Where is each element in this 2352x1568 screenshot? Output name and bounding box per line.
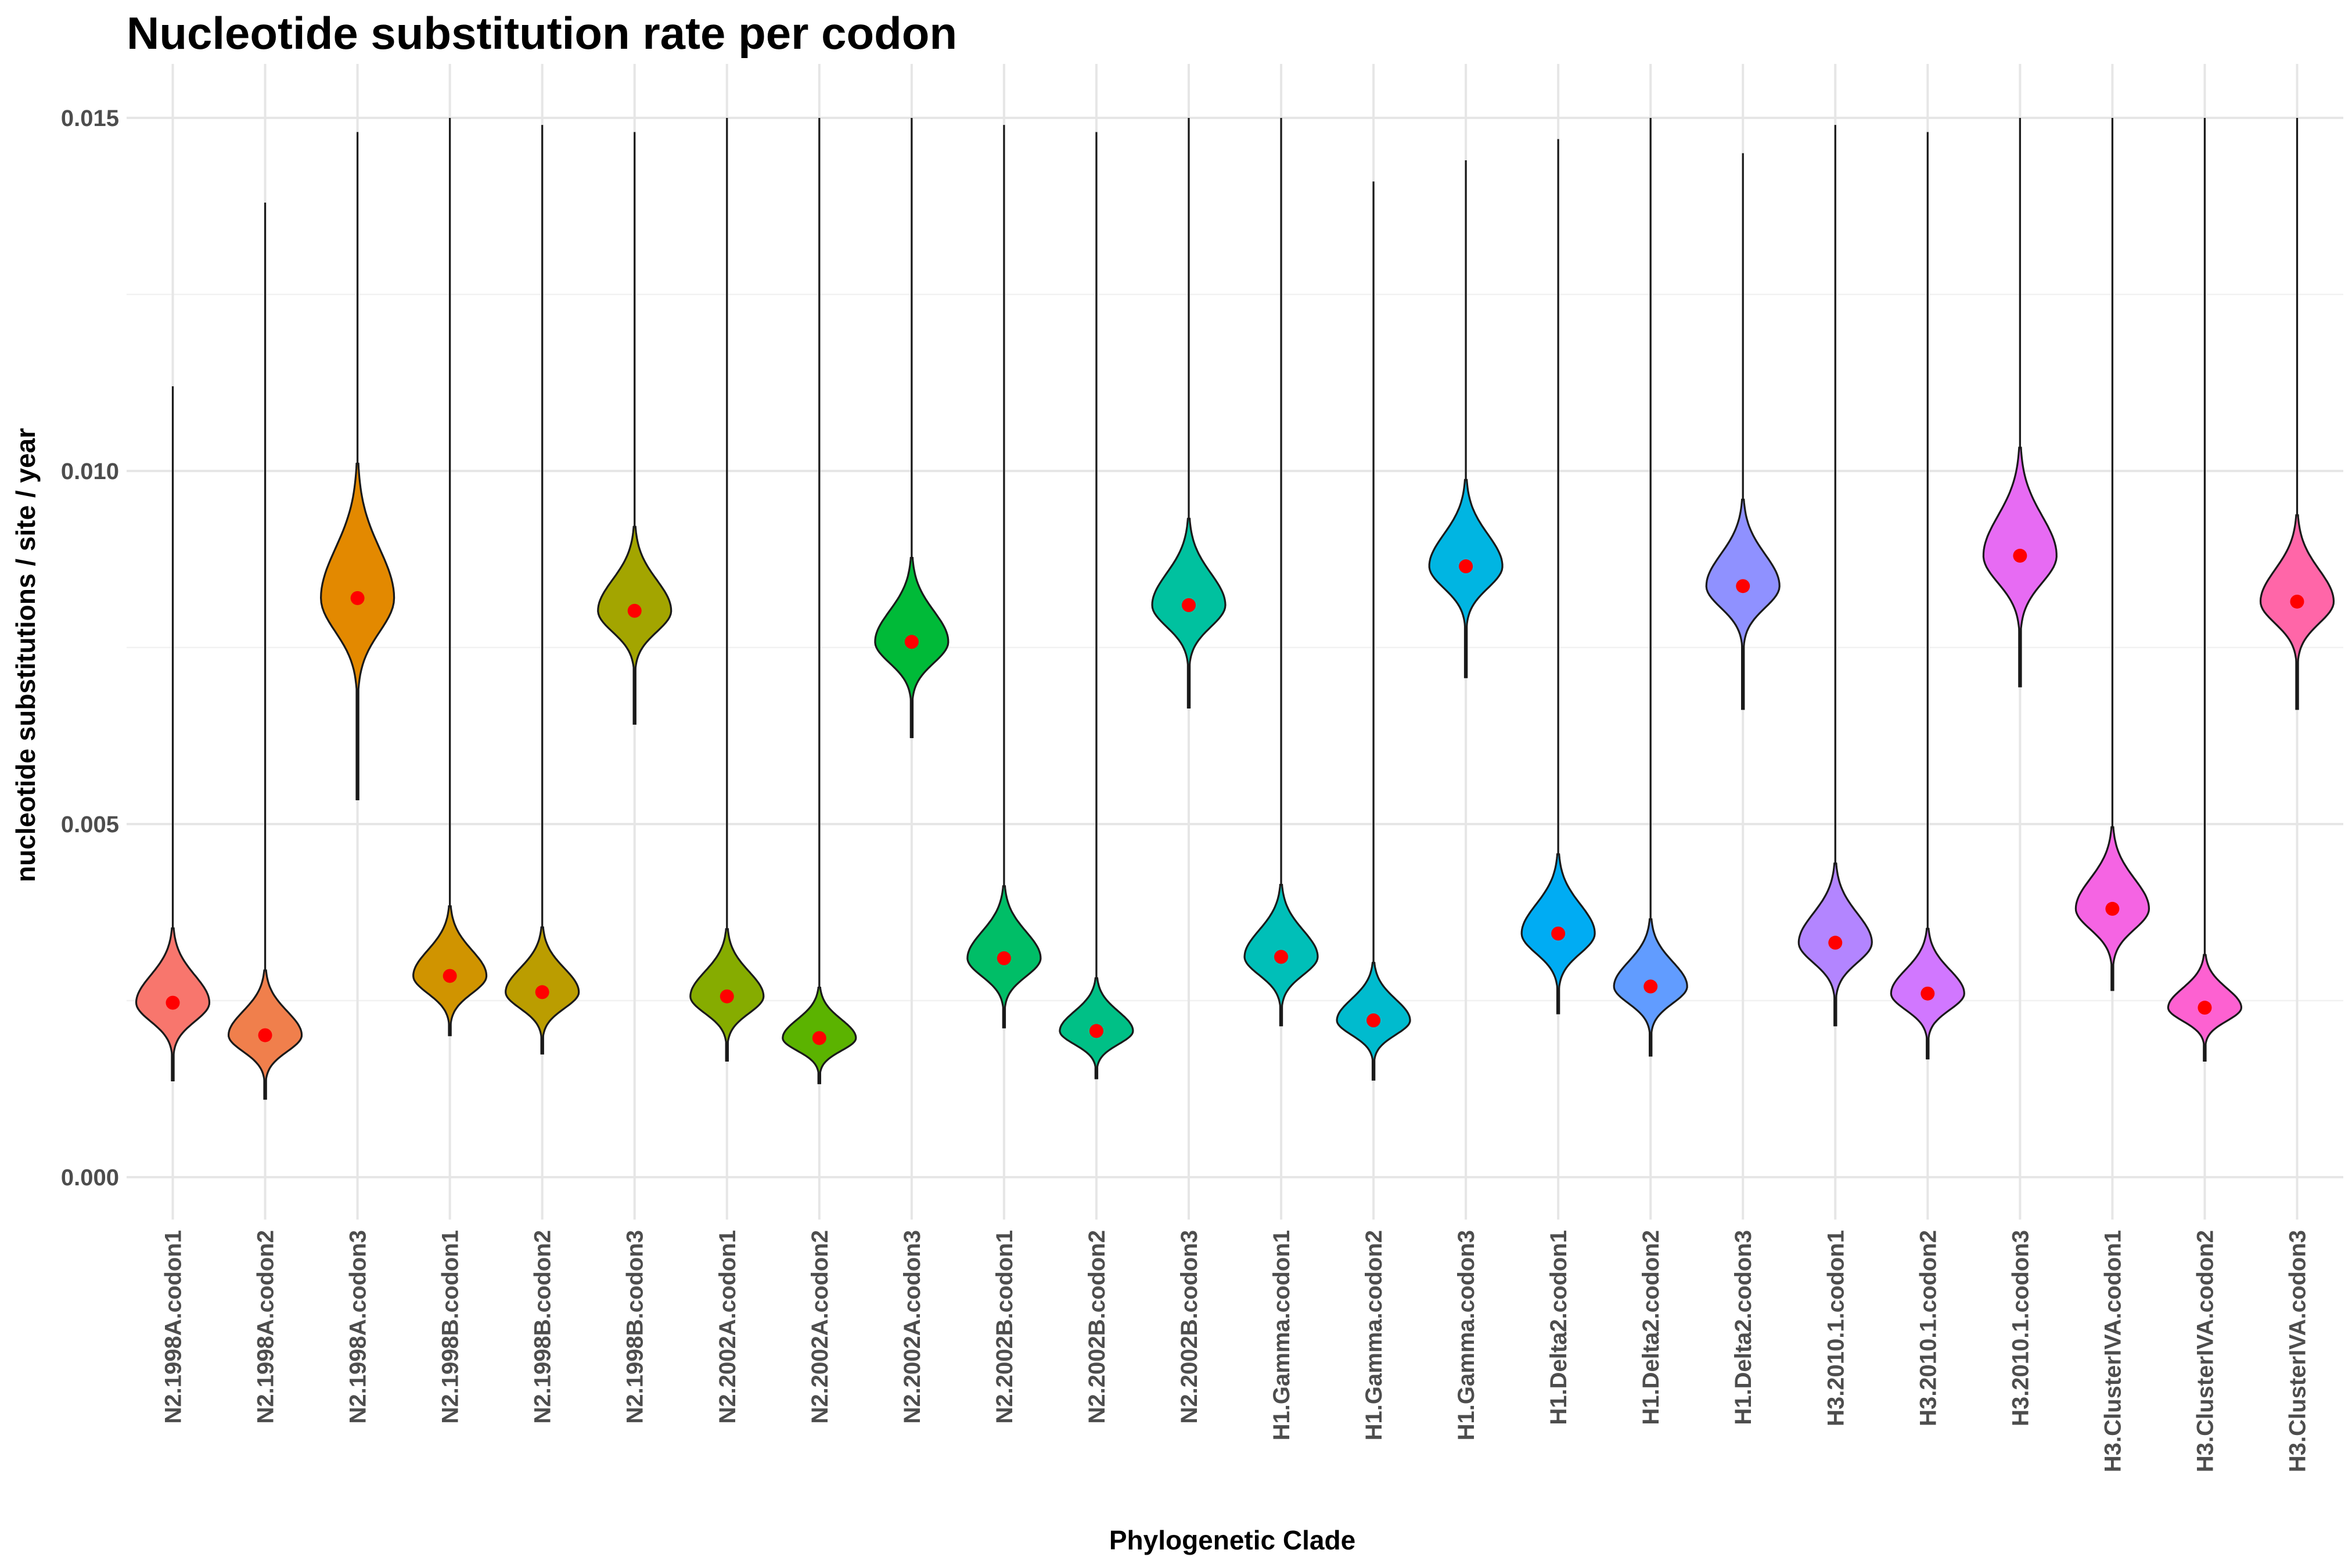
mean-point (1643, 979, 1658, 994)
x-tick-label: N2.1998A.codon3 (346, 1230, 371, 1423)
x-tick-label: H3.2010.1.codon1 (1823, 1230, 1848, 1426)
x-tick-label: N2.2002A.codon2 (807, 1230, 833, 1423)
x-tick-label: H1.Gamma.codon2 (1361, 1230, 1387, 1440)
y-tick-label: 0.015 (61, 106, 119, 131)
mean-point (535, 985, 549, 999)
gridlines (127, 64, 2343, 1220)
mean-point (2105, 901, 2120, 916)
mean-point (627, 603, 642, 618)
x-tick-label: H3.ClusterIVA.codon1 (2100, 1230, 2126, 1472)
x-tick-label: N2.1998B.codon1 (438, 1230, 463, 1423)
mean-point (1089, 1024, 1103, 1038)
y-tick-label: 0.005 (61, 812, 119, 837)
mean-point (1459, 559, 1473, 574)
violin-body (1428, 479, 1504, 678)
y-tick-label: 0.010 (61, 459, 119, 484)
x-tick-label: N2.2002A.codon3 (900, 1230, 925, 1423)
mean-point (812, 1031, 826, 1045)
mean-point (1366, 1013, 1381, 1028)
x-tick-label: N2.2002B.codon3 (1177, 1230, 1202, 1423)
violin-body (319, 462, 395, 801)
x-axis-title: Phylogenetic Clade (1109, 1525, 1355, 1555)
y-axis-title: nucleotide substitutions / site / year (10, 428, 41, 882)
violin-body (1151, 517, 1227, 709)
mean-point (1181, 598, 1196, 613)
y-axis-ticks: 0.000 0.005 0.010 0.015 (61, 106, 119, 1191)
x-tick-label: N2.1998B.codon3 (623, 1230, 648, 1423)
violin-body (1982, 447, 2058, 688)
x-tick-label: H1.Delta2.codon1 (1546, 1230, 1571, 1425)
mean-point (904, 635, 919, 649)
x-tick-label: N2.2002B.codon2 (1084, 1230, 1110, 1423)
violin-body (1705, 498, 1781, 710)
x-tick-label: N2.1998A.codon1 (161, 1230, 186, 1423)
x-tick-label: H3.ClusterIVA.codon2 (2192, 1230, 2218, 1472)
chart-title: Nucleotide substitution rate per codon (127, 8, 957, 59)
mean-point (2290, 594, 2304, 609)
x-tick-label: N2.2002B.codon1 (992, 1230, 1017, 1423)
mean-point (1274, 950, 1289, 964)
mean-point (1551, 926, 1566, 941)
x-tick-label: H1.Delta2.codon2 (1638, 1230, 1664, 1425)
mean-point (1736, 579, 1750, 594)
y-tick-label: 0.000 (61, 1165, 119, 1191)
x-tick-label: H3.2010.1.codon3 (2008, 1230, 2033, 1426)
mean-point (2013, 548, 2027, 563)
x-axis-ticks: N2.1998A.codon1 N2.1998A.codon2 N2.1998A.c… (161, 1230, 2311, 1472)
x-tick-label: H3.2010.1.codon2 (1915, 1230, 1941, 1426)
mean-point (720, 989, 734, 1004)
violin-body (597, 526, 672, 725)
mean-point (2198, 1001, 2212, 1015)
mean-point (166, 995, 180, 1010)
mean-point (1921, 986, 1935, 1001)
x-tick-label: N2.2002A.codon1 (715, 1230, 740, 1423)
violins (135, 118, 2335, 1100)
x-tick-label: H1.Gamma.codon3 (1454, 1230, 1479, 1440)
mean-point (997, 951, 1011, 966)
x-tick-label: H3.ClusterIVA.codon3 (2285, 1230, 2310, 1472)
violin-body (2259, 514, 2335, 710)
x-tick-label: N2.1998B.codon2 (530, 1230, 556, 1423)
mean-point (443, 969, 457, 983)
x-tick-label: H1.Delta2.codon3 (1731, 1230, 1756, 1425)
mean-point (350, 591, 365, 605)
mean-point (1828, 936, 1843, 950)
x-tick-label: H1.Gamma.codon1 (1269, 1230, 1294, 1440)
mean-point (258, 1028, 272, 1042)
x-tick-label: N2.1998A.codon2 (253, 1230, 279, 1423)
